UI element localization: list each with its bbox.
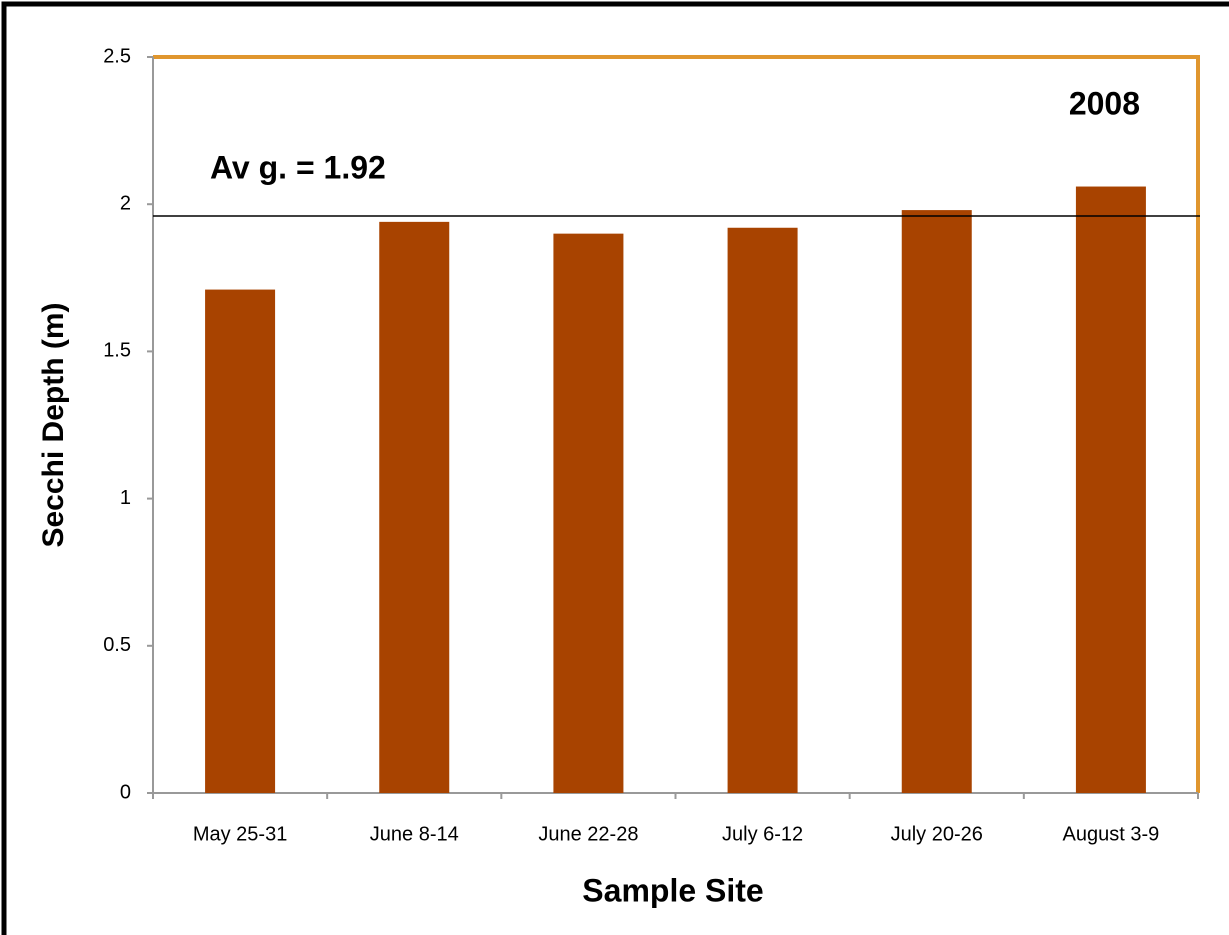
x-tick-label: May 25-31 bbox=[193, 823, 288, 845]
y-tick-label: 2 bbox=[120, 192, 131, 214]
y-tick-label: 1.5 bbox=[103, 340, 131, 362]
y-tick-label: 2.5 bbox=[103, 45, 131, 67]
bar bbox=[727, 227, 798, 793]
y-tick-label: 0 bbox=[120, 781, 131, 803]
bar bbox=[553, 233, 624, 793]
bar bbox=[205, 289, 276, 793]
plot-frame bbox=[153, 55, 1200, 793]
x-tick-label: June 22-28 bbox=[538, 823, 638, 845]
x-tick-label: July 6-12 bbox=[722, 823, 803, 845]
x-axis-title: Sample Site bbox=[582, 872, 763, 908]
y-axis-title: Secchi Depth (m) bbox=[37, 302, 70, 547]
y-tick-label: 0.5 bbox=[103, 634, 131, 656]
x-tick-label: July 20-26 bbox=[891, 823, 983, 845]
y-tick-label: 1 bbox=[120, 487, 131, 509]
x-tick-label: June 8-14 bbox=[370, 823, 459, 845]
bar bbox=[379, 221, 450, 793]
x-tick-label: August 3-9 bbox=[1063, 823, 1160, 845]
annotation: 2008 bbox=[1069, 85, 1140, 121]
bar bbox=[1075, 186, 1146, 793]
annotation: Av g. = 1.92 bbox=[210, 149, 386, 185]
bar bbox=[901, 210, 972, 793]
